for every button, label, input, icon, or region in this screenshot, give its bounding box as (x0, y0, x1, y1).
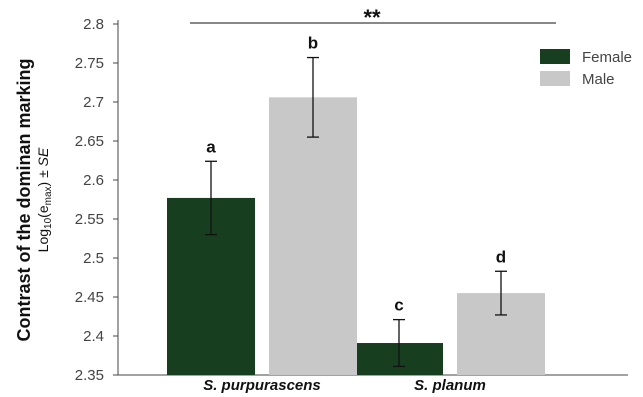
y-tick-label: 2.6 (83, 172, 104, 189)
y-tick-label: 2.7 (83, 94, 104, 111)
bars (167, 97, 545, 375)
y-tick-label: 2.4 (83, 328, 104, 345)
y-tick-label: 2.35 (75, 367, 104, 384)
y-tick-label: 2.55 (75, 211, 104, 228)
legend-label-male: Male (582, 71, 615, 88)
y-tick-label: 2.5 (83, 250, 104, 267)
y-axis-title: Contrast of the dominan marking Log10(em… (14, 58, 54, 341)
significance-letter: d (496, 247, 506, 266)
y-axis-label: Contrast of the dominan marking (14, 58, 34, 341)
legend-label-female: Female (582, 49, 632, 66)
axes: 2.35 2.4 2.45 2.5 2.55 2.6 2.65 2.7 2.75 2.8 S. pu… (75, 16, 628, 394)
significance-letter: b (308, 34, 318, 53)
y-axis-sublabel: Log10(emax) ± SE (35, 147, 54, 252)
significance-stars: ** (363, 5, 381, 30)
y-tick-label: 2.8 (83, 16, 104, 33)
x-category-label: S. purpurascens (203, 377, 321, 394)
x-category-label: S. planum (414, 377, 486, 394)
annotations: a c b d ** (190, 5, 556, 368)
legend: Female Male (540, 49, 632, 88)
legend-swatch-male (540, 71, 570, 86)
y-tick-label: 2.45 (75, 289, 104, 306)
legend-swatch-female (540, 49, 570, 64)
y-tick-label: 2.65 (75, 133, 104, 150)
significance-letter: c (394, 296, 403, 315)
bar-male (269, 97, 357, 375)
y-tick-label: 2.75 (75, 55, 104, 72)
significance-letter: a (206, 137, 216, 156)
